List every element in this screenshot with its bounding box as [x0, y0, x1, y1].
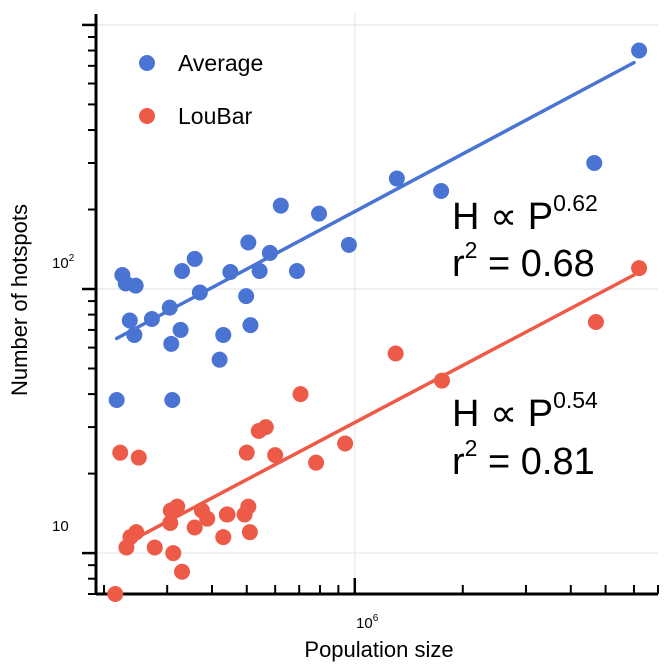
data-point-average — [191, 284, 208, 301]
data-point-average — [242, 317, 259, 334]
data-point-loubar — [112, 444, 129, 461]
legend-label-average: Average — [178, 50, 263, 76]
data-point-loubar — [107, 586, 124, 602]
data-point-average — [240, 234, 257, 251]
data-point-average — [143, 310, 160, 327]
data-point-average — [272, 197, 289, 214]
data-points — [107, 42, 648, 602]
legend-marker-loubar — [139, 108, 155, 124]
data-point-average — [288, 263, 305, 280]
legend-marker-average — [139, 55, 155, 71]
annotation-loubar-r2: r2 = 0.81 — [452, 435, 595, 483]
data-point-loubar — [387, 345, 404, 362]
y-tick-label-10: 10 — [52, 518, 69, 535]
data-point-loubar — [146, 539, 163, 556]
ticks — [82, 23, 659, 595]
data-point-loubar — [165, 545, 182, 562]
data-point-average — [126, 326, 143, 343]
data-point-loubar — [169, 498, 186, 515]
data-point-loubar — [186, 519, 203, 536]
annotation-loubar: H ∝ P0.54 r2 = 0.81 — [452, 387, 598, 483]
legend: Average LouBar — [139, 50, 263, 129]
data-point-loubar — [240, 498, 257, 515]
data-point-loubar — [631, 260, 648, 277]
data-point-loubar — [219, 506, 236, 523]
data-point-average — [222, 263, 239, 280]
data-point-loubar — [257, 419, 274, 436]
data-point-average — [211, 351, 228, 368]
data-point-loubar — [433, 372, 450, 389]
data-point-loubar — [174, 563, 191, 580]
data-point-average — [311, 205, 328, 222]
data-point-average — [340, 236, 357, 253]
axes — [94, 14, 658, 596]
data-point-loubar — [215, 529, 232, 546]
data-point-loubar — [199, 510, 216, 527]
data-point-loubar — [238, 444, 255, 461]
data-point-average — [251, 263, 268, 280]
annotation-average-exponent-law: H ∝ P0.62 — [452, 190, 598, 238]
fit-line-loubar — [120, 273, 636, 548]
data-point-average — [388, 170, 405, 187]
data-point-average — [238, 288, 255, 305]
data-point-average — [631, 42, 648, 59]
annotation-average-r2: r2 = 0.68 — [452, 237, 595, 285]
grid — [96, 14, 658, 594]
data-point-average — [163, 335, 180, 352]
data-point-average — [215, 326, 232, 343]
data-point-average — [164, 391, 181, 408]
data-point-average — [174, 263, 191, 280]
x-axis-label: Population size — [304, 637, 453, 662]
data-point-average — [121, 312, 138, 329]
data-point-loubar — [128, 524, 145, 541]
annotation-average: H ∝ P0.62 r2 = 0.68 — [452, 190, 598, 285]
y-tick-label-100: 102 — [52, 253, 75, 272]
annotation-loubar-exponent-law: H ∝ P0.54 — [452, 387, 598, 435]
data-point-loubar — [267, 447, 284, 464]
legend-label-loubar: LouBar — [178, 103, 253, 129]
data-point-average — [108, 391, 125, 408]
data-point-average — [127, 277, 144, 294]
data-point-loubar — [130, 449, 147, 466]
x-tick-label-1e6: 106 — [356, 613, 379, 632]
data-point-loubar — [587, 314, 604, 331]
data-point-average — [433, 183, 450, 200]
data-point-loubar — [292, 386, 309, 403]
data-point-loubar — [337, 435, 354, 452]
data-point-average — [586, 155, 603, 172]
data-point-average — [261, 244, 278, 261]
data-point-average — [186, 250, 203, 267]
data-point-loubar — [308, 454, 325, 471]
y-axis-label: Number of hotspots — [7, 204, 32, 396]
data-point-loubar — [241, 524, 258, 541]
data-point-average — [161, 299, 178, 316]
data-point-average — [172, 321, 189, 338]
data-point-loubar — [162, 515, 179, 532]
